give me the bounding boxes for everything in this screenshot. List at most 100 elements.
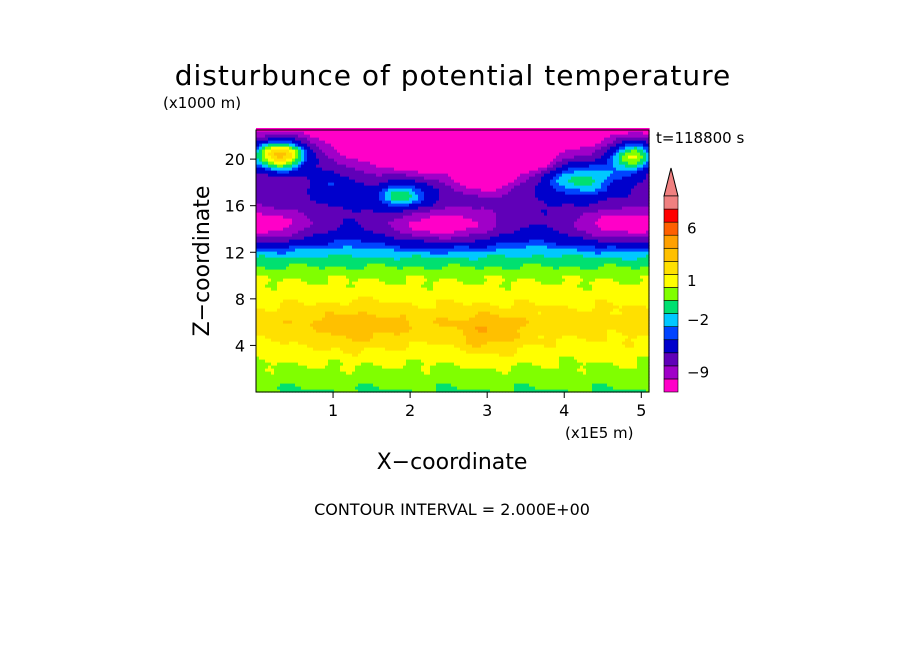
contour-cell bbox=[328, 347, 332, 351]
contour-cell bbox=[274, 188, 278, 192]
contour-cell bbox=[406, 134, 410, 138]
contour-cell bbox=[325, 227, 329, 231]
contour-cell bbox=[307, 389, 311, 393]
contour-cell bbox=[367, 131, 371, 135]
contour-cell bbox=[409, 326, 413, 330]
contour-cell bbox=[388, 389, 392, 393]
contour-cell bbox=[316, 344, 320, 348]
contour-cell bbox=[382, 221, 386, 225]
contour-cell bbox=[382, 224, 386, 228]
contour-cell bbox=[262, 212, 266, 216]
contour-cell bbox=[325, 374, 329, 378]
contour-cell bbox=[334, 233, 338, 237]
contour-cell bbox=[271, 239, 275, 243]
contour-cell bbox=[361, 287, 365, 291]
contour-cell bbox=[310, 203, 314, 207]
contour-cell bbox=[277, 335, 281, 339]
contour-cell bbox=[274, 353, 278, 357]
contour-cell bbox=[394, 212, 398, 216]
contour-cell bbox=[412, 287, 416, 291]
contour-cell bbox=[319, 278, 323, 282]
contour-cell bbox=[424, 260, 428, 264]
contour-cell bbox=[313, 374, 317, 378]
contour-cell bbox=[370, 134, 374, 138]
contour-cell bbox=[403, 353, 407, 357]
contour-cell bbox=[400, 254, 404, 258]
contour-cell bbox=[349, 308, 353, 312]
contour-cell bbox=[397, 377, 401, 381]
contour-cell bbox=[418, 221, 422, 225]
contour-cell bbox=[307, 374, 311, 378]
contour-cell bbox=[340, 227, 344, 231]
contour-cell bbox=[343, 242, 347, 246]
contour-cell bbox=[289, 293, 293, 297]
contour-cell bbox=[400, 335, 404, 339]
contour-cell bbox=[343, 314, 347, 318]
contour-cell bbox=[373, 341, 377, 345]
contour-cell bbox=[256, 224, 260, 228]
contour-cell bbox=[301, 353, 305, 357]
contour-cell bbox=[280, 191, 284, 195]
contour-cell bbox=[424, 344, 428, 348]
contour-cell bbox=[364, 317, 368, 321]
contour-cell bbox=[289, 311, 293, 315]
contour-cell bbox=[265, 338, 269, 342]
contour-cell bbox=[325, 377, 329, 381]
contour-cell bbox=[319, 368, 323, 372]
contour-cell bbox=[394, 356, 398, 360]
contour-cell bbox=[406, 248, 410, 252]
contour-cell bbox=[292, 287, 296, 291]
contour-cell bbox=[298, 233, 302, 237]
contour-cell bbox=[403, 272, 407, 276]
contour-cell bbox=[259, 356, 263, 360]
contour-cell bbox=[373, 224, 377, 228]
contour-cell bbox=[256, 347, 260, 351]
contour-cell bbox=[268, 356, 272, 360]
contour-cell bbox=[340, 137, 344, 141]
contour-cell bbox=[334, 167, 338, 171]
contour-cell bbox=[337, 131, 341, 135]
contour-cell bbox=[355, 170, 359, 174]
contour-cell bbox=[421, 311, 425, 315]
contour-cell bbox=[385, 284, 389, 288]
contour-cell bbox=[334, 389, 338, 393]
contour-cell bbox=[346, 236, 350, 240]
contour-cell bbox=[271, 149, 275, 153]
contour-cell bbox=[406, 302, 410, 306]
contour-cell bbox=[289, 146, 293, 150]
contour-cell bbox=[268, 203, 272, 207]
contour-cell bbox=[376, 269, 380, 273]
contour-cell bbox=[376, 356, 380, 360]
contour-cell bbox=[322, 356, 326, 360]
contour-cell bbox=[268, 218, 272, 222]
contour-cell bbox=[307, 230, 311, 234]
contour-cell bbox=[400, 137, 404, 141]
contour-cell bbox=[328, 209, 332, 213]
contour-cell bbox=[370, 323, 374, 327]
contour-cell bbox=[397, 203, 401, 207]
contour-cell bbox=[283, 167, 287, 171]
contour-cell bbox=[394, 191, 398, 195]
contour-cell bbox=[379, 314, 383, 318]
contour-cell bbox=[337, 155, 341, 159]
contour-cell bbox=[328, 224, 332, 228]
contour-cell bbox=[274, 179, 278, 183]
contour-cell bbox=[361, 242, 365, 246]
contour-cell bbox=[289, 248, 293, 252]
contour-cell bbox=[412, 173, 416, 177]
contour-cell bbox=[388, 335, 392, 339]
contour-cell bbox=[391, 221, 395, 225]
contour-cell bbox=[289, 383, 293, 387]
contour-cell bbox=[373, 260, 377, 264]
contour-cell bbox=[412, 338, 416, 342]
contour-cell bbox=[310, 281, 314, 285]
contour-cell bbox=[310, 368, 314, 372]
contour-cell bbox=[391, 359, 395, 363]
contour-cell bbox=[280, 356, 284, 360]
contour-cell bbox=[277, 248, 281, 252]
contour-cell bbox=[328, 293, 332, 297]
contour-cell bbox=[262, 245, 266, 249]
contour-cell bbox=[388, 218, 392, 222]
contour-cell bbox=[298, 302, 302, 306]
contour-cell bbox=[379, 188, 383, 192]
